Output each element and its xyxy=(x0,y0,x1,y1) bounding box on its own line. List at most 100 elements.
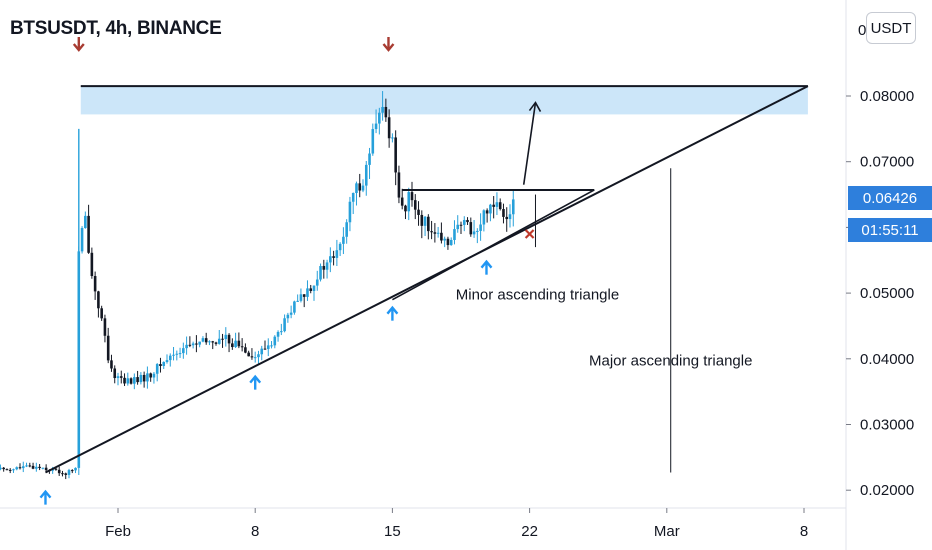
y-tick-label: 0.08000 xyxy=(860,88,914,105)
candle-body xyxy=(103,318,107,336)
candle-body xyxy=(273,336,277,346)
candle-body xyxy=(436,232,440,234)
candle-body xyxy=(188,344,192,346)
candle-body xyxy=(133,377,136,384)
candle-body xyxy=(495,202,499,207)
candle-body xyxy=(28,465,32,467)
candle-body xyxy=(237,340,241,347)
candle-body xyxy=(394,137,397,173)
candle-body xyxy=(430,231,433,233)
candle-body xyxy=(231,343,234,348)
candle-body xyxy=(106,335,110,361)
candle-body xyxy=(322,266,326,270)
candle-body xyxy=(459,224,463,226)
last-price-tag: 0.06426 xyxy=(848,186,932,210)
candle-body xyxy=(70,470,74,472)
candle-body xyxy=(456,224,460,230)
candle-body xyxy=(0,467,2,470)
y-tick-label: 0.03000 xyxy=(860,417,914,434)
candle-body xyxy=(505,216,509,220)
candle-body xyxy=(312,285,316,291)
candle-body xyxy=(276,331,280,337)
candle-body xyxy=(387,117,391,139)
candle-body xyxy=(446,238,450,246)
candle-body xyxy=(227,334,231,344)
candle-body xyxy=(113,368,117,379)
minor-triangle-label: Minor ascending triangle xyxy=(456,287,619,304)
candle-body xyxy=(178,353,182,355)
candle-body xyxy=(126,378,130,384)
arrow-head xyxy=(39,489,52,499)
candle-body xyxy=(263,348,267,350)
candle-body xyxy=(368,153,371,165)
candle-body xyxy=(381,106,384,113)
candle-body xyxy=(384,106,388,118)
invalidation-x-icon xyxy=(524,229,535,239)
y-tick-label: 0.07000 xyxy=(860,154,914,171)
resistance-zone-layer xyxy=(80,86,808,115)
support-touch-arrow xyxy=(480,259,493,275)
y-tick-label-clipped: 0 xyxy=(858,22,866,39)
candle-body xyxy=(172,354,175,356)
candle-body xyxy=(136,377,139,383)
candle-body xyxy=(296,300,299,302)
candle-body xyxy=(116,376,120,379)
support-touch-arrow xyxy=(39,489,52,505)
candle-body xyxy=(38,466,41,469)
minor-support-line xyxy=(392,189,595,301)
candle-body xyxy=(407,192,411,212)
candle-body xyxy=(185,344,188,349)
arrow-head xyxy=(386,305,399,315)
candle-body xyxy=(64,473,68,475)
candle-body xyxy=(217,338,221,344)
candle-body xyxy=(391,137,394,139)
candle-body xyxy=(472,231,476,235)
candle-body xyxy=(146,373,149,382)
candle-body xyxy=(489,204,492,214)
trendlines-layer xyxy=(45,85,809,474)
candle-body xyxy=(44,467,48,471)
support-touch-arrow xyxy=(386,305,399,321)
candle-body xyxy=(302,294,306,297)
candle-body xyxy=(299,294,303,301)
candle-body xyxy=(152,373,156,378)
candle-body xyxy=(462,219,466,225)
candle-body xyxy=(309,288,313,291)
candle-body xyxy=(286,314,290,319)
y-tick-label: 0.04000 xyxy=(860,351,914,368)
candle-body xyxy=(61,473,64,475)
resistance-touch-arrow xyxy=(72,37,85,52)
x-tick-label: 15 xyxy=(384,523,401,540)
candle-body xyxy=(90,252,94,277)
candle-body xyxy=(433,232,437,234)
resistance-touch-arrow xyxy=(382,37,395,52)
candle-body xyxy=(67,470,71,475)
candle-body xyxy=(266,345,270,349)
candle-body xyxy=(74,467,77,471)
candle-body xyxy=(149,373,152,378)
candle-body xyxy=(378,112,381,124)
breakout-arrow-line xyxy=(522,102,537,185)
currency-button[interactable]: USDT xyxy=(866,12,916,44)
x-axis-ticks: Feb 8 15 22 Mar 8 xyxy=(105,508,808,540)
major-triangle-label: Major ascending triangle xyxy=(589,352,752,369)
candle-body xyxy=(214,342,218,344)
candle-body xyxy=(420,214,424,226)
markers-layer xyxy=(39,37,535,505)
candle-body xyxy=(410,192,414,201)
candle-body xyxy=(315,279,319,286)
candle-body xyxy=(211,341,215,343)
candle-body xyxy=(492,204,495,207)
candle-body xyxy=(224,334,228,340)
candle-body xyxy=(93,276,97,292)
candle-body xyxy=(440,232,443,241)
candle-body xyxy=(508,214,512,220)
candle-body xyxy=(260,348,264,355)
candle-body xyxy=(165,360,169,362)
x-tick-label: 8 xyxy=(800,523,808,540)
candle-body xyxy=(35,466,38,469)
candle-body xyxy=(466,219,469,223)
y-axis-ticks: 0.080000.070000.060000.050000.040000.030… xyxy=(846,22,914,499)
